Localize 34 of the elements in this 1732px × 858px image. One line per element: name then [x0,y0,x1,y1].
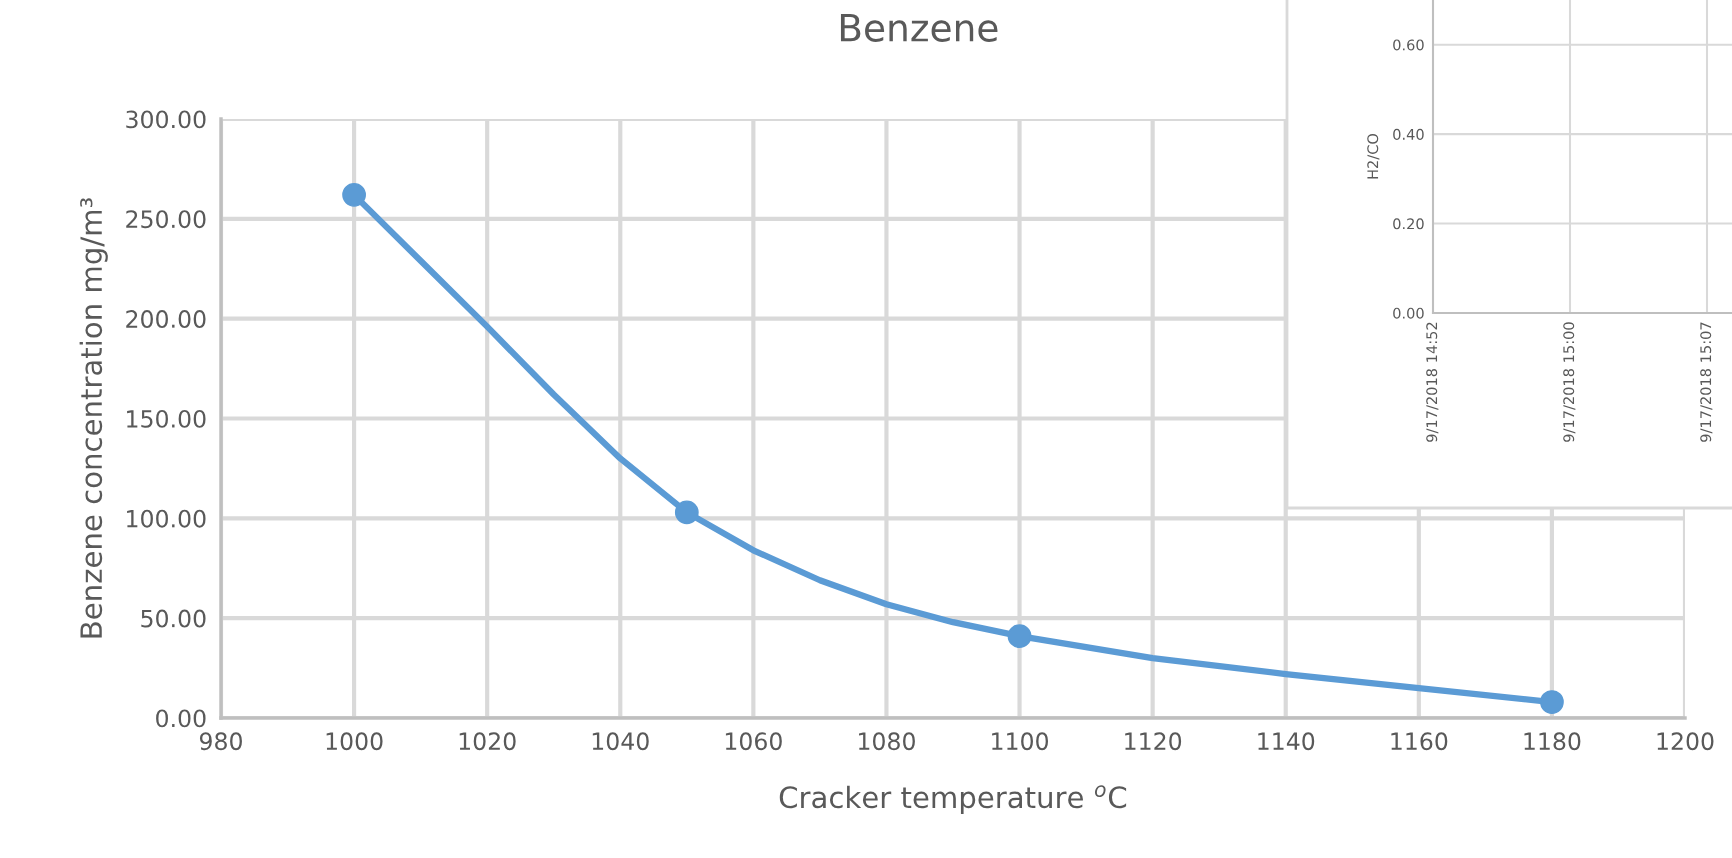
y-tick-label: 300.00 [126,110,206,129]
x-tick-label: 9/17/2018 15:07 [1700,322,1713,442]
x-tick-label: 9/17/2018 14:52 [1426,322,1439,442]
x-tick-label: 1200 [1657,732,1714,751]
x-tick-label: 1120 [1125,732,1182,751]
point [342,182,366,207]
y-tick-label: 150.00 [127,409,206,428]
x-tick-label: 1000 [326,732,383,751]
x-tick-label: 1140 [1258,732,1315,751]
chart-title: Benzene [840,14,998,42]
y-tick-label: 250.00 [126,210,206,229]
x-tick-label: 980 [199,732,242,751]
x-tick-label: 1100 [992,732,1049,751]
x-tick-label: 1020 [459,732,516,751]
x-tick-label: 1040 [592,732,649,751]
y-tick-label: 0.00 [1393,307,1424,319]
point [1007,624,1032,649]
y-tick-label: 0.20 [1393,218,1424,230]
x-tick-label: 1180 [1524,732,1581,751]
point [1540,690,1564,714]
y-tick-label: 0.40 [1393,128,1424,140]
y-tick-label: 50.00 [141,609,206,628]
y-tick-label: 0.60 [1393,39,1424,51]
x-tick-label: 1060 [725,732,782,751]
x-tick-label: 1080 [859,732,915,751]
x-axis-title: Cracker temperature $^{o}$C [779,785,1127,814]
y-tick-label: 0.00 [156,709,206,728]
y-tick-label: 100.00 [127,509,206,528]
y-axis-title: H2/CO [1367,133,1380,179]
point [674,500,699,525]
x-tick-label: 9/17/2018 15:00 [1563,322,1576,442]
y-tick-label: 200.00 [126,310,206,328]
y-axis-title: Benzene concentration mg/m³ [79,198,108,638]
x-tick-label: 1160 [1391,732,1448,751]
